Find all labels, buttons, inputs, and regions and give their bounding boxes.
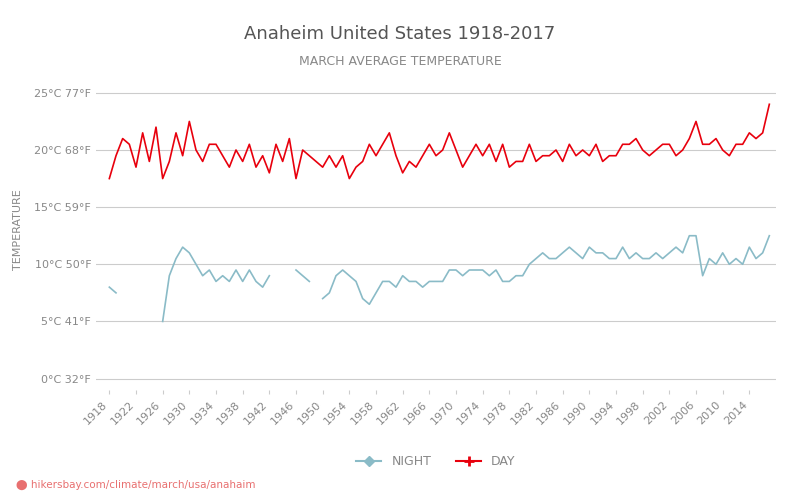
Text: Anaheim United States 1918-2017: Anaheim United States 1918-2017: [244, 25, 556, 43]
Legend: NIGHT, DAY: NIGHT, DAY: [351, 450, 521, 473]
Text: ⬤ hikersbay.com/climate/march/usa/anahaim: ⬤ hikersbay.com/climate/march/usa/anahai…: [16, 480, 255, 490]
Text: MARCH AVERAGE TEMPERATURE: MARCH AVERAGE TEMPERATURE: [298, 55, 502, 68]
Y-axis label: TEMPERATURE: TEMPERATURE: [13, 190, 23, 270]
